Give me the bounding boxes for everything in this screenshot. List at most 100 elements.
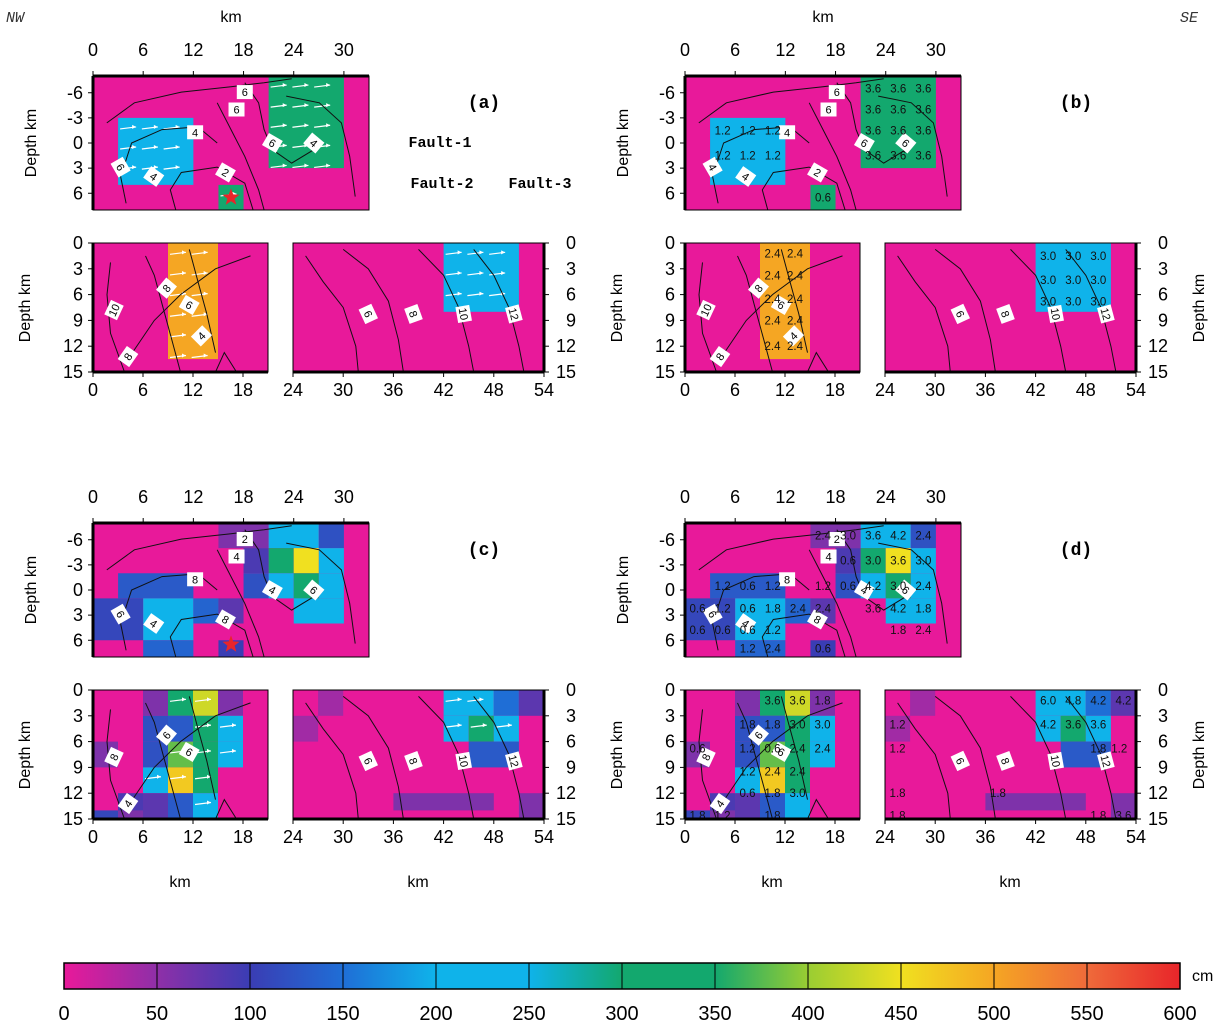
panel-label: (b) bbox=[1060, 94, 1092, 114]
contour-label-box bbox=[702, 603, 723, 625]
slip-value-label: 0.6 bbox=[690, 625, 706, 637]
contour-label: 8 bbox=[117, 345, 139, 368]
slip-value-label: 2.4 bbox=[765, 271, 782, 283]
fault-1-slip-cell bbox=[785, 598, 811, 624]
x-tick-label: 24 bbox=[876, 487, 896, 507]
x-tick-label: 54 bbox=[1126, 380, 1146, 400]
slip-value-label: 3.6 bbox=[865, 105, 881, 117]
fault-2-slip-cell bbox=[93, 810, 118, 819]
depth-axis-label: Depth km bbox=[609, 274, 626, 342]
rupture-contour bbox=[808, 549, 857, 658]
slip-vector-head bbox=[282, 143, 287, 148]
contour-label-box bbox=[236, 85, 253, 100]
fault-2-slip-cell bbox=[143, 793, 168, 819]
slip-value-label: 1.8 bbox=[765, 811, 781, 823]
colorbar-tick-label: 400 bbox=[791, 1003, 824, 1025]
slip-value-label: 1.8 bbox=[765, 603, 781, 615]
slip-vector-head bbox=[182, 774, 186, 779]
slip-value-label: 1.2 bbox=[715, 151, 731, 163]
x-tick-label: 30 bbox=[333, 380, 353, 400]
slip-value-label: 0.6 bbox=[840, 581, 856, 593]
contour-label-box bbox=[261, 132, 283, 154]
fault-2-slip-cell bbox=[710, 810, 735, 819]
contour-label: 6 bbox=[358, 303, 379, 325]
x-tick-label: 30 bbox=[925, 380, 945, 400]
x-tick-label: 6 bbox=[730, 380, 740, 400]
y-tick-label: 6 bbox=[73, 183, 83, 203]
slip-value-label: 3.6 bbox=[890, 84, 906, 96]
slip-value-label: 3.0 bbox=[1040, 251, 1056, 263]
x-tick-label: 18 bbox=[233, 380, 253, 400]
slip-value-label: 1.2 bbox=[740, 743, 756, 755]
y-tick-label: 0 bbox=[566, 233, 576, 253]
x-tick-label: 12 bbox=[775, 40, 795, 60]
slip-vector-head bbox=[157, 774, 161, 779]
slip-value-label: 0.6 bbox=[690, 603, 706, 615]
contour-label-box bbox=[104, 746, 124, 768]
y-tick-label: 3 bbox=[665, 259, 675, 279]
colorbar: 0 50 100 150 200 250 300 350 400 450 500 550 600 cm bbox=[58, 962, 1213, 1025]
contour-label-text: 6 bbox=[775, 299, 786, 312]
rupture-contour bbox=[934, 249, 996, 373]
slip-value-label: 3.0 bbox=[915, 556, 931, 568]
x-tick-label: 12 bbox=[775, 380, 795, 400]
y-tick-label: 0 bbox=[665, 233, 675, 253]
nw-corner-label: NW bbox=[6, 10, 26, 27]
contour-label-box bbox=[143, 613, 165, 634]
fault-1-slip-cell bbox=[268, 76, 344, 169]
contour-label: 6 bbox=[747, 724, 770, 746]
rupture-contour bbox=[127, 255, 251, 360]
y-tick-label: 6 bbox=[566, 285, 576, 305]
fault-2-slip-cell bbox=[193, 715, 218, 742]
x-tick-label: 48 bbox=[484, 827, 504, 847]
slip-vector-head bbox=[132, 145, 137, 150]
fault-1-slip-cell bbox=[910, 573, 936, 599]
slip-vector-head bbox=[132, 165, 137, 170]
x-tick-label: 12 bbox=[775, 487, 795, 507]
slip-value-label: 1.8 bbox=[890, 625, 906, 637]
y-tick-label: 0 bbox=[73, 133, 83, 153]
x-tick-label: 6 bbox=[730, 487, 740, 507]
rupture-contour bbox=[188, 696, 216, 800]
y-tick-label: 3 bbox=[73, 706, 83, 726]
contour-label-text: 6 bbox=[266, 137, 277, 150]
slip-value-label: 4.2 bbox=[890, 531, 906, 543]
rupture-contour bbox=[698, 525, 884, 571]
contour-label-box bbox=[215, 162, 236, 183]
slip-value-label: 3.0 bbox=[790, 788, 806, 800]
x-tick-label: 18 bbox=[233, 827, 253, 847]
contour-label-box bbox=[110, 156, 131, 178]
contour-label-text: 2 bbox=[242, 534, 248, 546]
slip-value-label: 3.6 bbox=[915, 125, 931, 137]
fault-1-slip-cell bbox=[318, 573, 344, 599]
contour-label: 10 bbox=[1047, 751, 1064, 771]
x-tick-label: 54 bbox=[1126, 827, 1146, 847]
fault-3-slip-cell bbox=[493, 690, 519, 716]
x-tick-label: 30 bbox=[334, 487, 354, 507]
slip-vector-head bbox=[132, 124, 137, 129]
slip-value-label: 2.4 bbox=[915, 531, 932, 543]
y-tick-label: 9 bbox=[665, 310, 675, 330]
contour-label: 8 bbox=[696, 746, 716, 768]
slip-value-label: 1.8 bbox=[815, 695, 831, 707]
contour-label-box bbox=[696, 299, 716, 321]
km-bottom-label: km bbox=[999, 874, 1020, 891]
contour-label: 8 bbox=[807, 609, 828, 630]
rupture-contour bbox=[106, 78, 292, 124]
slip-value-label: 4.2 bbox=[1040, 719, 1056, 731]
contour-label-box bbox=[853, 579, 875, 601]
contour-label-box bbox=[895, 579, 917, 601]
depth-axis-label: Depth km bbox=[23, 556, 40, 624]
km-bottom-label: km bbox=[169, 874, 190, 891]
x-tick-label: 36 bbox=[975, 380, 995, 400]
x-tick-label: 18 bbox=[825, 827, 845, 847]
slip-value-label: 1.8 bbox=[740, 719, 756, 731]
slip-vector-head bbox=[182, 332, 186, 337]
fault-3-slip-cell bbox=[393, 793, 494, 811]
contour-label-box bbox=[155, 277, 178, 299]
x-tick-label: 0 bbox=[680, 40, 690, 60]
x-tick-label: 54 bbox=[534, 380, 554, 400]
x-tick-label: 36 bbox=[383, 380, 403, 400]
x-tick-label: 24 bbox=[283, 827, 303, 847]
